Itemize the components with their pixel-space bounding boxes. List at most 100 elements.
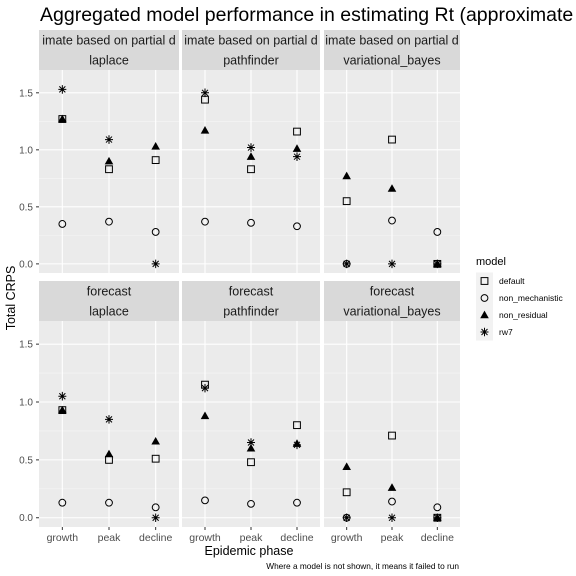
facet-col-strip-label: laplace bbox=[89, 54, 129, 68]
point-non_residual bbox=[200, 411, 210, 420]
facet-row-strip bbox=[324, 281, 460, 301]
facet-col-strip bbox=[182, 50, 320, 70]
y-tick-label: 1.5 bbox=[19, 88, 33, 99]
facet-col-strip bbox=[324, 50, 460, 70]
point-non_mechanistic bbox=[247, 499, 255, 508]
point-default bbox=[342, 197, 351, 206]
point-rw7 bbox=[433, 513, 442, 523]
point-non_mechanistic bbox=[201, 496, 209, 505]
point-non_mechanistic bbox=[105, 217, 113, 226]
point-non_mechanistic bbox=[247, 218, 255, 227]
panel-0-1-points bbox=[200, 88, 302, 231]
point-non_mechanistic bbox=[388, 497, 396, 506]
point-default bbox=[342, 488, 351, 497]
point-default bbox=[151, 156, 160, 164]
y-tick-label: 1.0 bbox=[19, 145, 33, 156]
facet-row-strip-label: imate based on partial d bbox=[42, 34, 175, 48]
legend-label: non_mechanistic bbox=[499, 293, 564, 303]
x-tick-label: growth bbox=[47, 532, 79, 544]
point-rw7 bbox=[58, 391, 67, 401]
legend-marker-non_mechanistic bbox=[480, 294, 489, 302]
point-rw7 bbox=[58, 85, 67, 94]
point-default bbox=[105, 165, 113, 174]
facet-row-strip bbox=[182, 281, 320, 301]
facet-row-strip bbox=[324, 30, 460, 50]
point-non_mechanistic bbox=[58, 220, 67, 228]
point-default bbox=[247, 165, 255, 174]
x-tick-label: decline bbox=[139, 532, 172, 544]
point-non_residual bbox=[342, 462, 351, 471]
caption: Where a model is not shown, it means it … bbox=[266, 561, 459, 571]
point-non_residual bbox=[104, 156, 114, 165]
y-axis-title: Total CRPS bbox=[4, 266, 18, 331]
point-non_mechanistic bbox=[293, 222, 301, 231]
legend: model default non_mechanistic non_residualr… bbox=[476, 256, 564, 341]
point-rw7 bbox=[151, 513, 160, 523]
facet-row-strip bbox=[39, 30, 179, 50]
facet-col-strip bbox=[324, 301, 460, 321]
facet-col-strip bbox=[182, 301, 320, 321]
point-rw7 bbox=[342, 259, 351, 269]
point-default bbox=[247, 458, 255, 467]
legend-key bbox=[476, 289, 493, 307]
x-axis-title: Epidemic phase bbox=[205, 544, 294, 558]
point-non_mechanistic bbox=[151, 503, 160, 512]
x-tick-label: growth bbox=[189, 532, 221, 544]
point-non_mechanistic bbox=[293, 498, 301, 507]
panel-1-0-points bbox=[58, 391, 160, 523]
point-default bbox=[293, 421, 301, 430]
facet-col-strip-label: variational_bayes bbox=[343, 305, 440, 319]
point-non_mechanistic bbox=[105, 498, 113, 507]
y-tick-label: 0.0 bbox=[19, 513, 33, 524]
x-tick-label: peak bbox=[240, 532, 264, 544]
facet-row-strip-label: forecast bbox=[370, 285, 415, 299]
point-non_residual bbox=[151, 142, 160, 150]
point-default bbox=[388, 135, 396, 144]
point-non_residual bbox=[58, 114, 67, 123]
facet-col-strip bbox=[39, 301, 179, 321]
x-tick-label: decline bbox=[280, 532, 313, 544]
panel-1-1-points bbox=[200, 380, 302, 508]
point-rw7 bbox=[293, 152, 301, 161]
facet-col-strip-label: variational_bayes bbox=[343, 54, 440, 68]
y-tick-label: 0.0 bbox=[19, 259, 33, 270]
facet-col-strip-label: pathfinder bbox=[223, 305, 279, 319]
legend-label: default bbox=[499, 276, 525, 286]
x-tick-label: peak bbox=[381, 532, 405, 544]
point-rw7 bbox=[388, 513, 396, 523]
point-non_mechanistic bbox=[433, 503, 442, 512]
point-non_residual bbox=[387, 184, 397, 192]
point-rw7 bbox=[247, 143, 255, 152]
point-non_mechanistic bbox=[201, 217, 209, 226]
point-default bbox=[388, 431, 396, 440]
point-rw7 bbox=[433, 259, 442, 269]
facet-col-strip-label: pathfinder bbox=[223, 54, 279, 68]
point-non_mechanistic bbox=[433, 228, 442, 236]
point-non_residual bbox=[246, 152, 256, 160]
point-rw7 bbox=[201, 88, 209, 98]
legend-marker-non_residual bbox=[480, 310, 489, 319]
chart-title: Aggregated model performance in estimati… bbox=[40, 4, 576, 26]
y-tick-label: 1.5 bbox=[19, 340, 33, 351]
y-tick-label: 0.5 bbox=[19, 202, 33, 213]
facet-col-strip-label: laplace bbox=[89, 305, 129, 319]
legend-label: non_residual bbox=[499, 310, 548, 320]
point-non_mechanistic bbox=[388, 216, 396, 225]
panel-1-2-points bbox=[342, 431, 442, 523]
panel-0-0-points bbox=[58, 85, 160, 269]
point-rw7 bbox=[105, 135, 113, 144]
point-rw7 bbox=[151, 259, 160, 269]
facet-row-strip-label: forecast bbox=[87, 285, 132, 299]
legend-title: model bbox=[476, 256, 506, 268]
x-tick-label: peak bbox=[98, 532, 122, 544]
y-tick-label: 0.5 bbox=[19, 455, 33, 466]
legend-marker-rw7 bbox=[480, 327, 489, 337]
facet-row-strip-label: imate based on partial d bbox=[325, 34, 458, 48]
point-non_residual bbox=[387, 483, 397, 491]
point-rw7 bbox=[388, 259, 396, 269]
x-tick-label: growth bbox=[331, 532, 363, 544]
point-default bbox=[151, 454, 160, 463]
point-default bbox=[293, 127, 301, 136]
